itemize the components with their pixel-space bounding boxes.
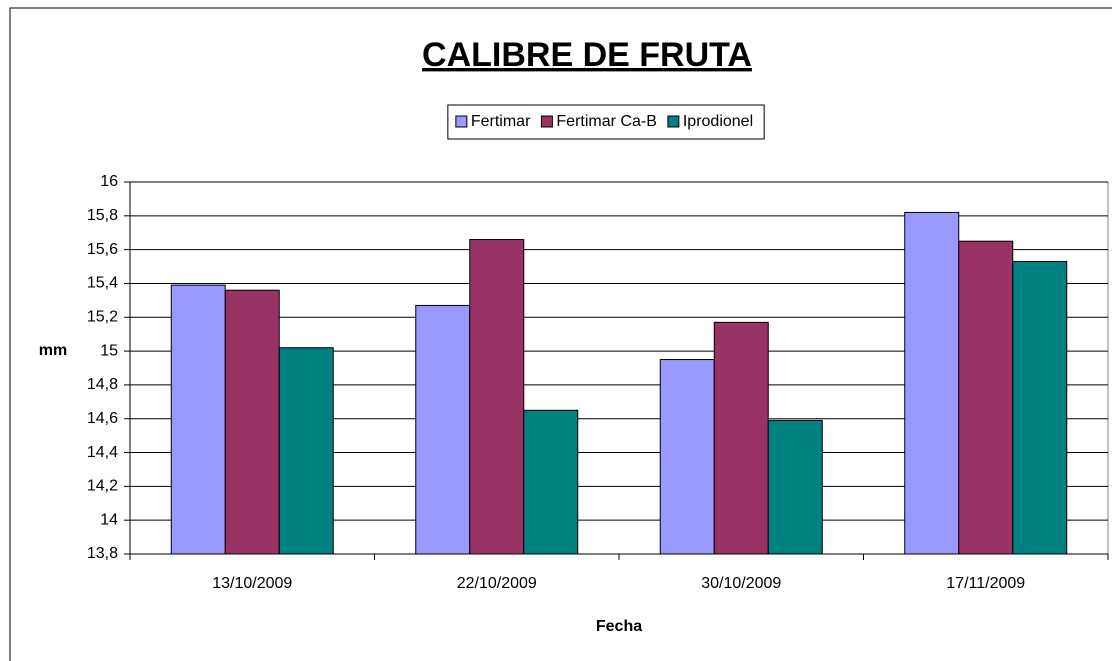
bar xyxy=(415,304,471,555)
y-tick-label: 16 xyxy=(100,173,118,190)
bar xyxy=(1012,260,1068,555)
x-tick-label: 22/10/2009 xyxy=(457,575,537,592)
chart-title: CALIBRE DE FRUTA xyxy=(422,36,752,74)
y-tick-label: 15,6 xyxy=(87,241,118,258)
legend-swatch xyxy=(540,115,553,128)
bar xyxy=(170,284,226,555)
bar xyxy=(958,240,1014,555)
bar xyxy=(523,409,579,555)
bar xyxy=(659,359,715,555)
y-tick-label: 14,6 xyxy=(87,410,118,427)
x-axis-label: Fecha xyxy=(596,618,642,635)
bar xyxy=(767,419,823,555)
y-tick-label: 13,8 xyxy=(87,545,118,562)
y-tick-label: 14,4 xyxy=(87,444,118,461)
y-tick-label: 15,2 xyxy=(87,308,118,325)
legend-swatch xyxy=(455,115,468,128)
legend-label: Fertimar Ca-B xyxy=(556,113,656,130)
legend-label: Fertimar xyxy=(471,113,531,130)
y-tick-label: 14,8 xyxy=(87,376,118,393)
x-tick-label: 13/10/2009 xyxy=(212,575,292,592)
y-tick-label: 15,8 xyxy=(87,207,118,224)
x-tick-label: 30/10/2009 xyxy=(701,575,781,592)
legend-label: Iprodionel xyxy=(683,113,753,130)
y-tick-label: 15,4 xyxy=(87,275,118,292)
y-tick-label: 15 xyxy=(100,342,118,359)
bar xyxy=(278,347,334,555)
y-tick-label: 14 xyxy=(100,511,118,528)
x-tick-label: 17/11/2009 xyxy=(946,575,1025,592)
y-tick-label: 14,2 xyxy=(87,478,118,495)
legend xyxy=(447,104,765,140)
bar xyxy=(904,211,960,555)
legend-swatch xyxy=(667,115,680,128)
y-axis-label: mm xyxy=(39,342,67,359)
bar xyxy=(224,289,280,555)
bar xyxy=(469,238,525,555)
bar xyxy=(713,321,769,555)
